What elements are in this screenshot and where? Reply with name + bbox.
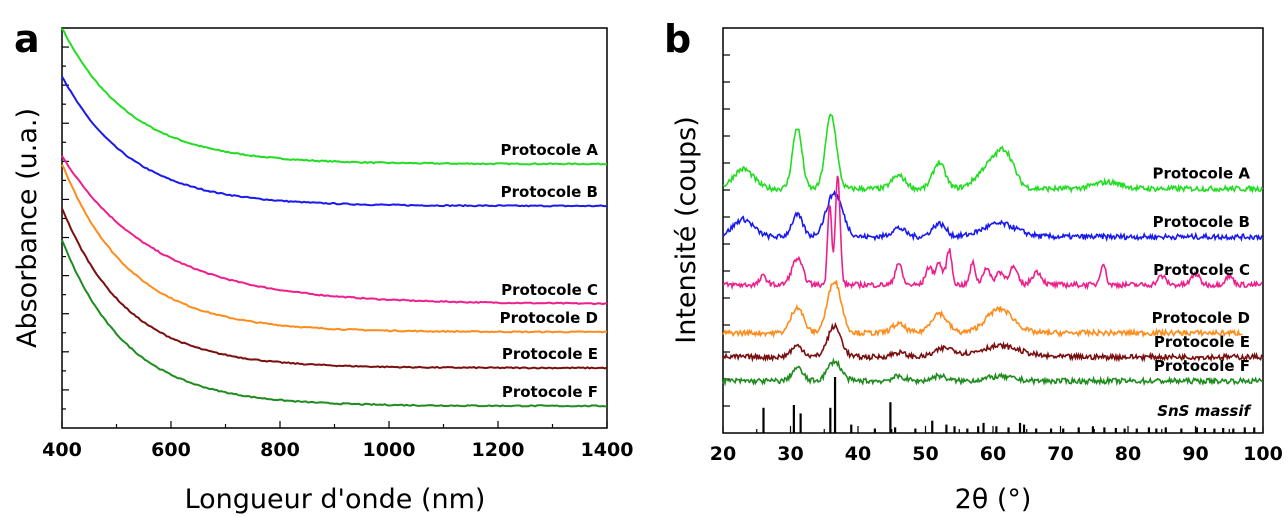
panel-a-y-ticks [62, 46, 69, 410]
panel-a-series: Protocole A Protocole B Protocole C Protoco… [61, 28, 608, 408]
panel-a-series-line [61, 28, 608, 166]
panel-a-series-line [61, 239, 608, 408]
panel-b-series-line [722, 189, 1263, 243]
panel-b-series-label: Protocole B [1153, 213, 1250, 231]
panel-b-series-line [722, 280, 1243, 339]
panel-b-series-line [722, 175, 1263, 291]
panel-a-x-tick-label: 400 [42, 439, 82, 461]
panel-a-x-tick-label: 1200 [472, 439, 525, 461]
panel-b-letter: b [664, 17, 691, 61]
panel-a-x-tick-label: 1400 [581, 439, 634, 461]
panel-a-series-line [61, 155, 608, 306]
panel-a: a 400 600 800 1000 1200 1400 Protocole AProto… [12, 17, 633, 515]
panel-a-series-line [61, 164, 608, 334]
panel-b-reference: SnS massif [762, 377, 1256, 433]
panel-a-x-axis-label: Longueur d'onde (nm) [185, 484, 486, 515]
panel-a-letter: a [14, 17, 40, 61]
panel-b-x-tick-label: 90 [1182, 443, 1208, 465]
panel-b-x-axis-label: 2θ (°) [955, 484, 1032, 515]
panel-b-series: Protocole A Protocole B Protocole C Protoco… [722, 112, 1264, 387]
panel-a-series-label: Protocole E [502, 345, 598, 363]
panel-b-series-label: Protocole F [1154, 357, 1250, 375]
panel-b-series-label: Protocole E [1154, 333, 1250, 351]
panel-b-x-tick-label: 30 [777, 443, 803, 465]
panel-b-x-tick-label: 60 [980, 443, 1006, 465]
panel-b-reference-label: SnS massif [1157, 402, 1252, 420]
panel-b-x-tick-label: 50 [912, 443, 938, 465]
panel-a-series-label: Protocole D [500, 309, 598, 327]
panel-a-y-axis-label: Absorbance (u.a.) [12, 108, 43, 348]
panel-b-series-label: Protocole C [1153, 261, 1250, 279]
panel-a-x-ticks: 400 600 800 1000 1200 1400 [42, 421, 633, 461]
panel-b-series-label: Protocole A [1152, 165, 1250, 183]
panel-a-series-label: Protocole B [501, 183, 598, 201]
panel-b-y-axis-label: Intensité (coups) [671, 116, 702, 343]
panel-a-series-label: Protocole C [501, 281, 598, 299]
panel-b-series-line [722, 357, 1264, 387]
panel-a-series-line [61, 76, 608, 208]
panel-a-series-label: Protocole A [500, 141, 598, 159]
panel-b-x-tick-label: 80 [1115, 443, 1141, 465]
panel-a-x-tick-label: 600 [151, 439, 191, 461]
panel-b-x-tick-label: 20 [710, 443, 736, 465]
panel-b-series-line [722, 321, 1263, 363]
panel-b-x-tick-label: 100 [1243, 443, 1283, 465]
panel-b-x-tick-label: 70 [1047, 443, 1073, 465]
panel-a-series-line [61, 207, 608, 370]
panel-b-x-tick-label: 40 [845, 443, 871, 465]
panel-b: b 20 30 40 50 60 70 80 90 100 Protocole AProtoco… [664, 17, 1283, 515]
panel-b-series-label: Protocole D [1152, 309, 1250, 327]
panel-b-x-ticks: 20 30 40 50 60 70 80 90 100 [710, 426, 1283, 465]
panel-b-series-line [722, 112, 1264, 194]
panel-a-series-label: Protocole F [502, 383, 598, 401]
panel-a-x-tick-label: 1000 [363, 439, 416, 461]
panel-a-x-tick-label: 800 [260, 439, 300, 461]
